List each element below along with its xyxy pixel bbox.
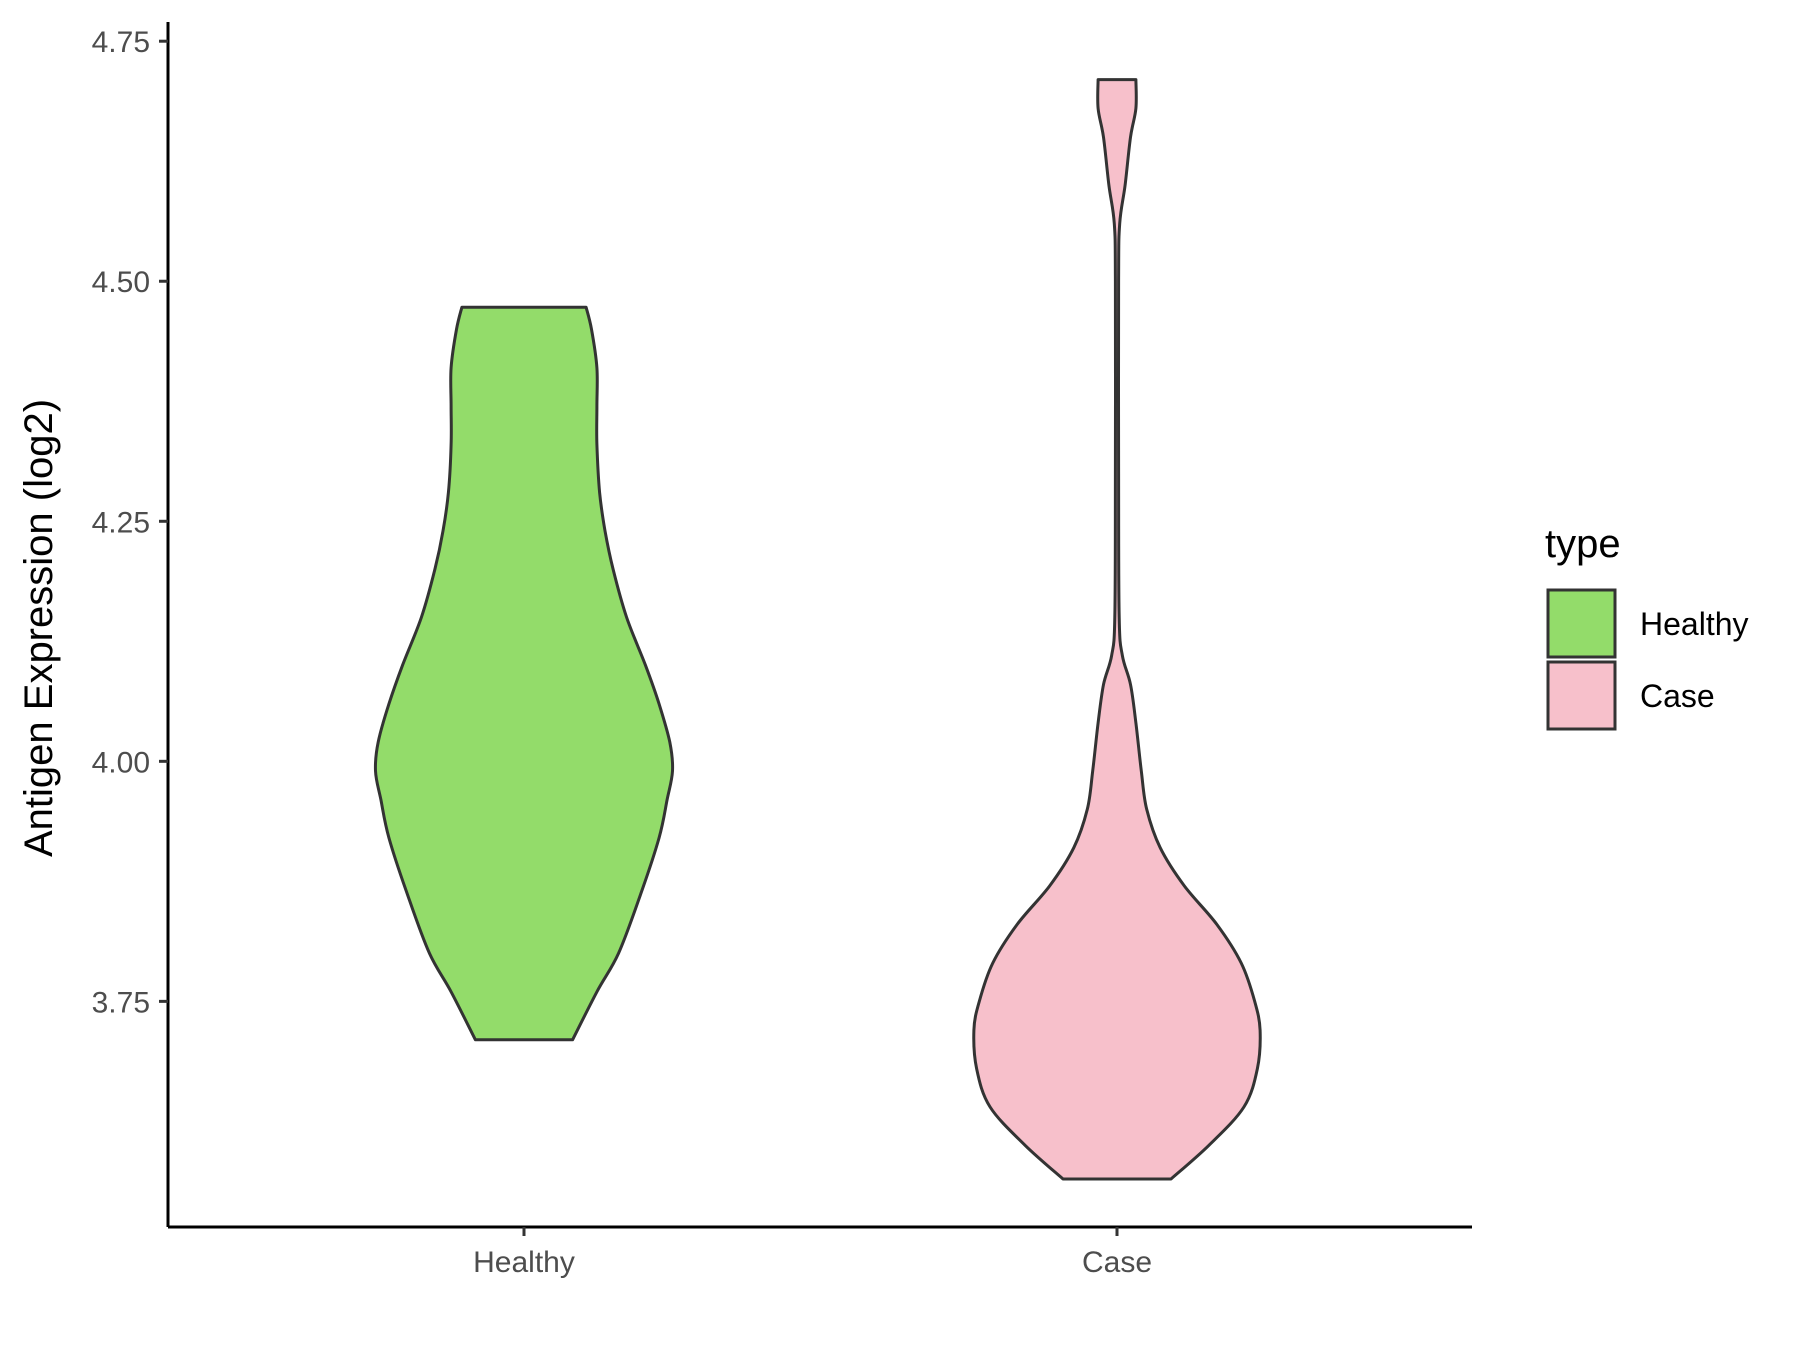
y-tick-label: 4.75 [92, 26, 150, 59]
x-tick-label: Healthy [473, 1246, 575, 1279]
y-tick-label: 4.50 [92, 266, 150, 299]
legend-items: Healthy Case [1546, 588, 1749, 731]
legend-swatch-case [1546, 660, 1617, 731]
legend-label-healthy: Healthy [1640, 606, 1749, 642]
y-ticks: 3.75 4.00 4.25 4.50 4.75 [92, 26, 168, 1019]
legend: type Healthy Case [1545, 522, 1749, 731]
legend-label-case: Case [1640, 678, 1715, 714]
violin-healthy [373, 305, 675, 1042]
axes: 3.75 4.00 4.25 4.50 4.75 Healthy Case [92, 22, 1472, 1279]
y-tick-label: 4.00 [92, 746, 150, 779]
violin-layer [373, 78, 1262, 1181]
violin-case [972, 78, 1262, 1181]
y-tick-label: 3.75 [92, 986, 150, 1019]
y-tick-label: 4.25 [92, 506, 150, 539]
x-tick-label: Case [1082, 1246, 1152, 1279]
y-axis-title: Antigen Expression (log2) [17, 399, 61, 857]
legend-swatch-healthy [1546, 588, 1617, 659]
legend-title: type [1545, 522, 1621, 566]
x-ticks: Healthy Case [473, 1227, 1152, 1279]
